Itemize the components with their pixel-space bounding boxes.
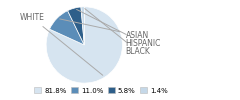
Text: ASIAN: ASIAN — [60, 19, 149, 40]
Text: WHITE: WHITE — [19, 13, 103, 75]
Wedge shape — [68, 7, 84, 45]
Text: BLACK: BLACK — [85, 9, 150, 56]
Wedge shape — [46, 7, 122, 83]
Text: HISPANIC: HISPANIC — [77, 9, 161, 48]
Wedge shape — [50, 11, 84, 45]
Wedge shape — [81, 7, 84, 45]
Legend: 81.8%, 11.0%, 5.8%, 1.4%: 81.8%, 11.0%, 5.8%, 1.4% — [31, 85, 171, 96]
